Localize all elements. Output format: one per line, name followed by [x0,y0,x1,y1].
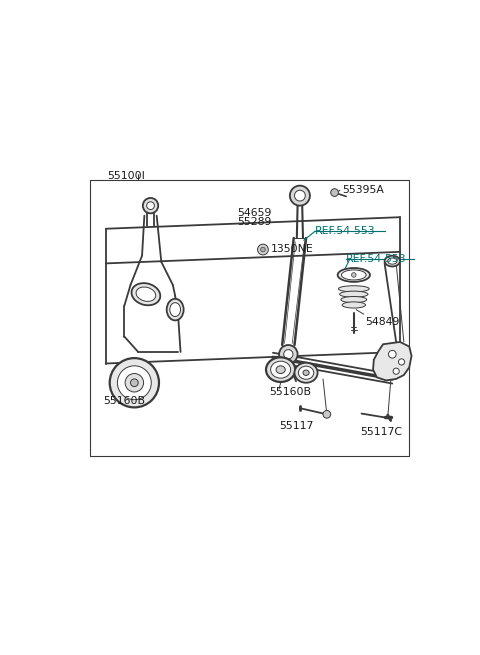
Ellipse shape [136,287,156,301]
Circle shape [125,373,144,392]
Text: 55160B: 55160B [104,396,145,406]
Circle shape [351,272,356,277]
Ellipse shape [384,255,400,267]
Ellipse shape [276,365,285,373]
Ellipse shape [303,370,309,375]
Circle shape [388,350,396,358]
Ellipse shape [295,363,318,383]
Circle shape [331,189,338,196]
Ellipse shape [342,302,365,308]
Text: 54659: 54659 [237,208,271,218]
Ellipse shape [338,286,369,292]
Circle shape [284,350,293,359]
Circle shape [398,359,405,365]
Ellipse shape [132,283,160,305]
Ellipse shape [299,366,314,379]
Circle shape [279,345,298,364]
Circle shape [290,185,310,206]
Circle shape [393,368,399,374]
Circle shape [110,358,159,407]
Circle shape [261,247,265,252]
Ellipse shape [340,291,368,297]
Ellipse shape [170,303,180,316]
Ellipse shape [341,297,367,303]
Text: 55289: 55289 [237,217,271,227]
Text: REF.54-553: REF.54-553 [346,254,407,264]
Ellipse shape [271,361,291,378]
Text: 55100I: 55100I [108,171,145,181]
Circle shape [118,365,151,400]
Polygon shape [373,342,411,381]
Text: 54849: 54849 [365,317,400,328]
Ellipse shape [167,299,184,320]
Text: 55395A: 55395A [342,185,384,195]
Ellipse shape [388,258,397,264]
Text: REF.54-553: REF.54-553 [315,227,376,236]
Ellipse shape [337,268,370,282]
Circle shape [147,202,155,210]
Text: 1350NE: 1350NE [271,244,313,254]
Circle shape [295,190,305,201]
Text: 55160B: 55160B [269,386,311,396]
Ellipse shape [266,358,295,382]
Ellipse shape [341,270,366,280]
Circle shape [258,244,268,255]
Text: 55117: 55117 [279,421,313,431]
Circle shape [131,379,138,386]
Circle shape [323,411,331,418]
Circle shape [143,198,158,214]
Text: 55117C: 55117C [360,428,402,438]
